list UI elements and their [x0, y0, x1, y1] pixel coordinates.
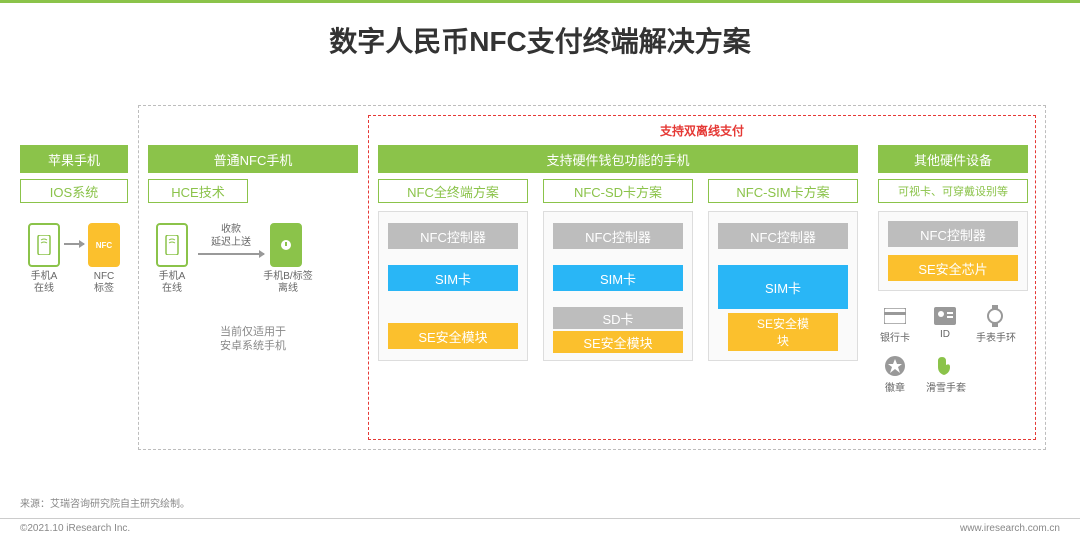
sub2-b2: SIM卡: [553, 265, 683, 291]
sub2-header: NFC-SD卡方案: [543, 179, 693, 203]
footer: ©2021.10 iResearch Inc. www.iresearch.co…: [0, 518, 1080, 538]
icon-badge: [882, 353, 908, 379]
col1-label2: NFC 标签: [82, 271, 126, 295]
col2-phone2-icon: [270, 223, 302, 267]
top-accent: [0, 0, 1080, 3]
col2-header: 普通NFC手机: [148, 145, 358, 173]
source-note: 来源：艾瑞咨询研究院自主研究绘制。: [20, 495, 190, 510]
col1-arrow: [64, 243, 84, 245]
sub2-b1: NFC控制器: [553, 223, 683, 249]
page-title: 数字人民币NFC支付终端解决方案: [0, 0, 1080, 85]
col4-sub: 可视卡、可穿戴设别等: [878, 179, 1028, 203]
col2-phone1-icon: [156, 223, 188, 267]
red-header: 支持双离线支付: [369, 122, 1035, 139]
col2-arrow: [198, 253, 264, 255]
col1-nfc-icon: NFC: [88, 223, 120, 267]
sub3-b2: SIM卡: [718, 265, 848, 309]
copyright: ©2021.10 iResearch Inc.: [20, 523, 130, 534]
col1-phone-icon: [28, 223, 60, 267]
icon-watch: [982, 303, 1008, 329]
col4-b1: NFC控制器: [888, 221, 1018, 247]
sub3-b1: NFC控制器: [718, 223, 848, 249]
sub1-b1: NFC控制器: [388, 223, 518, 249]
sub1-b3: SE安全模块: [388, 323, 518, 349]
col4-header: 其他硬件设备: [878, 145, 1028, 173]
sub3-header: NFC-SIM卡方案: [708, 179, 858, 203]
col1-label1: 手机A 在线: [22, 271, 66, 295]
icon-id-label: ID: [926, 329, 964, 340]
icon-bankcard: [882, 303, 908, 329]
col2-sub: HCE技术: [148, 179, 248, 203]
icon-watch-label: 手表手环: [970, 329, 1022, 344]
url: www.iresearch.com.cn: [960, 523, 1060, 534]
col1-sub: IOS系统: [20, 179, 128, 203]
col1-header: 苹果手机: [20, 145, 128, 173]
sub1-b2: SIM卡: [388, 265, 518, 291]
col2-note: 当前仅适用于 安卓系统手机: [148, 325, 358, 354]
icon-bankcard-label: 银行卡: [876, 329, 914, 344]
icon-glove-label: 滑雪手套: [920, 379, 972, 394]
icon-badge-label: 徽章: [876, 379, 914, 394]
sub3-b3: SE安全模 块: [728, 313, 838, 351]
sub1-header: NFC全终端方案: [378, 179, 528, 203]
col2-arrow-label: 收款延迟上送: [196, 223, 266, 249]
diagram-canvas: 支持双离线支付 苹果手机 IOS系统 NFC 手机A 在线 NFC 标签 普通N…: [20, 85, 1060, 485]
col2-label1: 手机A 在线: [148, 271, 196, 295]
sub2-b4: SE安全模块: [553, 331, 683, 353]
sub2-b3: SD卡: [553, 307, 683, 329]
icon-id: [932, 303, 958, 329]
icon-glove: [932, 353, 958, 379]
col2-label2: 手机B/标签 离线: [256, 271, 320, 295]
col3-header: 支持硬件钱包功能的手机: [378, 145, 858, 173]
col4-b2: SE安全芯片: [888, 255, 1018, 281]
